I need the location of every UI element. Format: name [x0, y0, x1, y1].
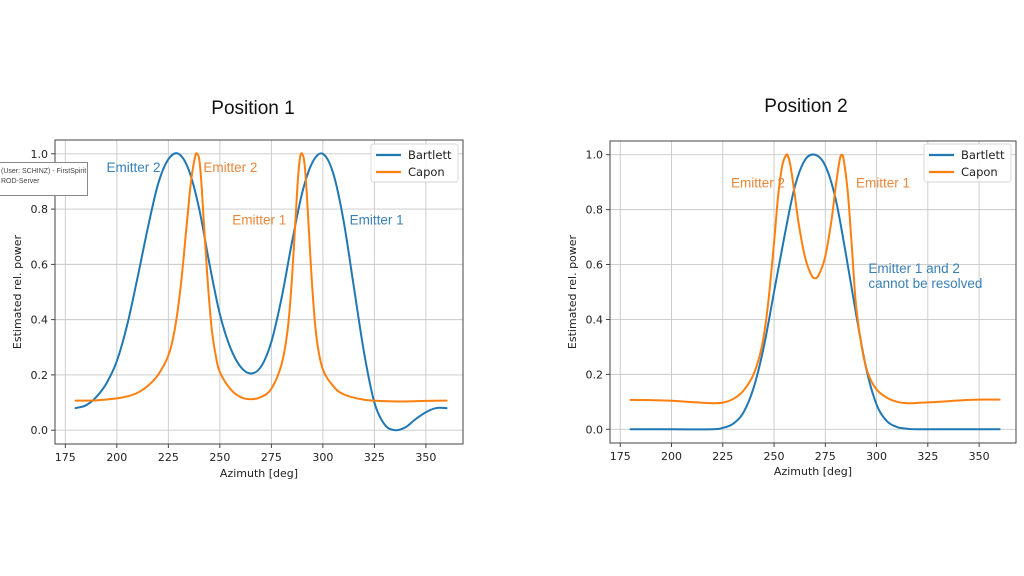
chart-title: Position 1: [211, 98, 294, 119]
series-line-bartlett: [74, 152, 448, 432]
chart-position-1: Position 1 175 200 225 250 275 300 325 350 0.0 0.2…: [11, 98, 464, 480]
x-tick-label: 275: [261, 451, 282, 464]
chart-title: Position 2: [764, 96, 847, 117]
plot-area: [610, 141, 1016, 443]
x-tick-label: 300: [866, 450, 887, 463]
x-tick-label: 275: [815, 450, 836, 463]
y-tick-label: 0.6: [31, 258, 49, 271]
chart-position-2: Position 2 175 200 225 250 275 300 325 350 0.0 0.2…: [566, 96, 1017, 478]
legend: Bartlett Capon: [370, 143, 459, 183]
x-tick-label: 200: [661, 450, 682, 463]
annotation-label: Emitter 1: [350, 212, 404, 227]
legend-entry-capon: Capon: [961, 165, 998, 179]
x-tick-label: 225: [158, 451, 179, 464]
y-tick-label: 0.0: [31, 424, 49, 437]
series-line-capon: [74, 152, 448, 403]
legend: Bartlett Capon: [923, 143, 1012, 183]
y-tick-label: 0.4: [31, 314, 49, 327]
x-tick-label: 325: [917, 450, 938, 463]
x-tick-label: 350: [969, 450, 990, 463]
x-tick-label: 175: [610, 450, 631, 463]
x-tick-label: 250: [209, 451, 230, 464]
y-tick-label: 1.0: [31, 148, 49, 161]
y-tick-label: 0.6: [586, 259, 604, 272]
axes-frame: [54, 139, 464, 445]
legend-entry-bartlett: Bartlett: [961, 148, 1005, 162]
axes-frame: [609, 140, 1017, 444]
x-tick-label: 250: [764, 450, 785, 463]
x-tick-label: 225: [712, 450, 733, 463]
annotation-label: Emitter 2: [731, 176, 785, 191]
y-tick-label: 0.2: [31, 369, 49, 382]
y-tick-label: 0.8: [586, 204, 604, 217]
annotation-label: Emitter 2: [203, 160, 257, 175]
legend-entry-capon: Capon: [408, 165, 445, 179]
annotation-label: cannot be resolved: [868, 276, 982, 291]
y-tick-label: 1.0: [586, 149, 604, 162]
y-tick-label: 0.0: [586, 423, 604, 436]
x-axis-label: Azimuth [deg]: [774, 465, 852, 478]
annotation-label: Emitter 1 and 2: [868, 261, 960, 276]
annotation-label: Emitter 1: [232, 212, 286, 227]
x-tick-label: 350: [415, 451, 436, 464]
tooltip-line-1: (User: SCHINZ) - FirstSpirit: [1, 168, 87, 175]
y-tick-label: 0.2: [586, 368, 604, 381]
y-tick-label: 0.4: [586, 313, 604, 326]
tooltip-overlay: (User: SCHINZ) - FirstSpirit ROD-Server: [0, 162, 88, 196]
x-tick-label: 175: [55, 451, 76, 464]
series-line-bartlett: [629, 153, 1001, 431]
y-axis-label: Estimated rel. power: [11, 234, 24, 349]
plot-area: [55, 140, 463, 444]
legend-entry-bartlett: Bartlett: [408, 148, 452, 162]
tooltip-line-2: ROD-Server: [1, 178, 40, 185]
x-tick-label: 200: [106, 451, 127, 464]
y-tick-label: 0.8: [31, 203, 49, 216]
series-line-capon: [629, 153, 1001, 405]
x-axis-label: Azimuth [deg]: [220, 467, 298, 480]
x-tick-label: 300: [312, 451, 333, 464]
y-axis-label: Estimated rel. power: [566, 234, 579, 349]
annotation-label: Emitter 2: [107, 160, 161, 175]
x-tick-label: 325: [364, 451, 385, 464]
annotation-label: Emitter 1: [856, 176, 910, 191]
